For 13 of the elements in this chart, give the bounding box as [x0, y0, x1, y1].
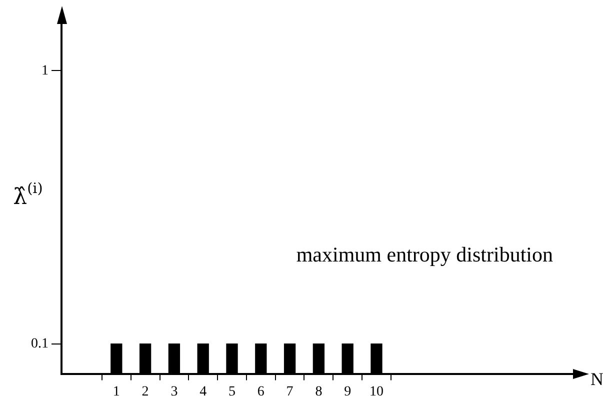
annotation: maximum entropy distribution	[296, 242, 554, 267]
x-tick-label: 2	[142, 384, 149, 400]
x-tick-label: 6	[257, 384, 264, 400]
x-tick-label: 8	[315, 384, 322, 400]
x-tick-label: 4	[200, 384, 207, 400]
y-tick-label: 0.1	[31, 336, 48, 352]
x-axis-title: N	[590, 368, 603, 389]
x-tick-label: 7	[286, 384, 294, 400]
x-tick-label: 10	[369, 384, 384, 400]
x-tick-label: 5	[228, 384, 236, 400]
x-tick-label: 9	[344, 384, 352, 400]
x-tick-label: 1	[112, 384, 120, 400]
x-tick-label: 3	[170, 384, 178, 400]
